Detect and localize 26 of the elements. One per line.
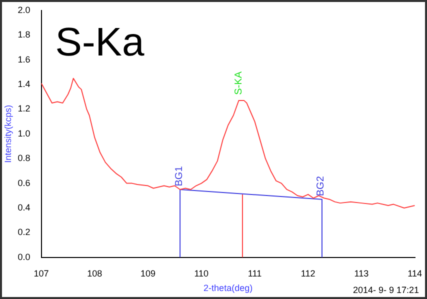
y-axis-title: Intensity(kcps) (2, 104, 13, 163)
y-tick-label: 1.0 (18, 128, 30, 138)
x-tick-label: 114 (408, 268, 422, 278)
y-tick-label: 0.2 (18, 227, 30, 238)
y-tick-label: 0.8 (18, 153, 30, 164)
annotation: S-KA (234, 71, 245, 95)
annotation: BG1 (174, 166, 185, 186)
y-tick-label: 0.0 (18, 252, 30, 262)
x-tick-label: 108 (87, 268, 102, 278)
y-tick-label: 0.6 (18, 178, 30, 188)
x-tick-label: 113 (354, 268, 369, 278)
chart-title: S-Ka (55, 20, 145, 64)
y-tick-label: 0.4 (18, 202, 30, 212)
annotation: BG2 (316, 176, 327, 196)
x-tick-label: 110 (194, 268, 209, 278)
x-tick-label: 107 (34, 268, 49, 278)
y-tick-label: 1.8 (18, 30, 30, 40)
x-axis-title: 2-theta(deg) (204, 283, 253, 294)
y-tick-label: 1.6 (18, 54, 30, 64)
text: 2014- 9- 9 17:21 (352, 285, 419, 295)
y-tick-label: 1.4 (18, 78, 30, 89)
x-tick-label: 112 (300, 268, 316, 278)
y-tick-label: 2.0 (18, 4, 30, 15)
y-tick-label: 1.2 (18, 104, 30, 114)
x-tick-label: 111 (248, 268, 262, 278)
x-tick-label: 109 (140, 268, 156, 278)
